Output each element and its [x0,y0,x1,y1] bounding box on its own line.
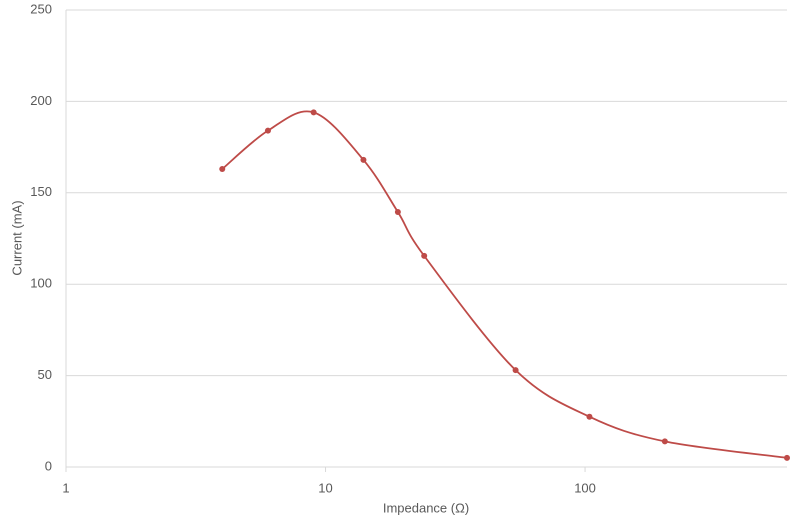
data-point [310,109,317,116]
data-point [661,438,668,445]
x-axis-label: Impedance (Ω) [383,500,469,515]
y-tick-label: 100 [30,276,52,291]
data-point [394,208,401,215]
y-tick-label: 250 [30,1,52,16]
x-tick-label: 10 [318,480,332,495]
data-point [421,252,428,259]
x-tick-label: 1 [62,480,69,495]
y-tick-label: 0 [45,458,52,473]
data-point [264,127,271,134]
y-tick-label: 150 [30,184,52,199]
data-point [586,413,593,420]
data-point [784,454,790,461]
x-tick-label: 100 [574,480,596,495]
y-axis-label: Current (mA) [9,200,24,275]
y-tick-label: 50 [38,367,52,382]
y-tick-label: 200 [30,93,52,108]
data-point [219,166,226,173]
data-point [512,367,519,374]
data-point [360,156,367,163]
